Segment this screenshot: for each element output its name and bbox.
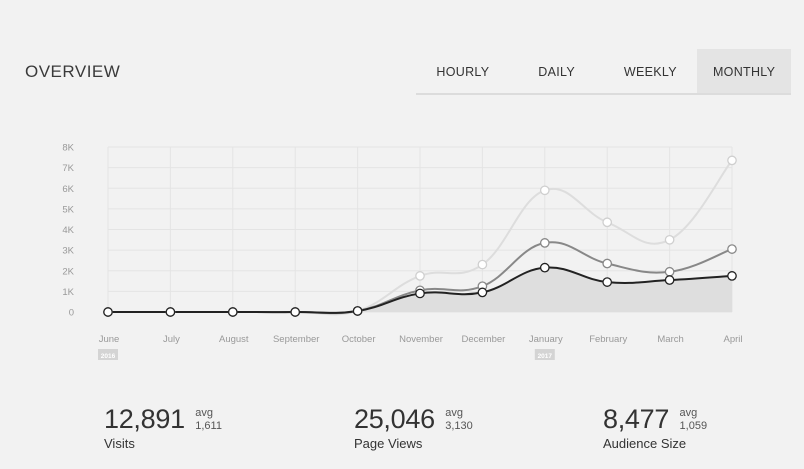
year-badge: [534, 349, 555, 360]
stat-avg-label: avg: [195, 407, 213, 419]
y-tick-label: 0: [69, 308, 74, 319]
stat-label: Page Views: [354, 436, 423, 451]
y-tick-label: 5K: [62, 204, 74, 215]
y-tick-label: 7K: [62, 163, 74, 174]
stat-avg: avg 1,611: [195, 407, 222, 433]
stat-avg-label: avg: [679, 407, 698, 419]
x-tick-label: December: [461, 334, 505, 345]
x-tick-label: September: [273, 334, 319, 345]
tab-weekly[interactable]: WEEKLY: [623, 65, 677, 79]
y-tick-label: 8K: [62, 143, 74, 154]
y-tick-label: 2K: [62, 266, 74, 277]
stat-avg: avg 3,130: [445, 407, 473, 433]
data-point: [415, 288, 425, 299]
year-badge: [98, 349, 118, 360]
tab-monthly[interactable]: MONTHLY: [697, 49, 791, 93]
data-point: [227, 307, 238, 317]
data-point: [539, 238, 550, 248]
data-point: [664, 234, 675, 245]
data-point: [415, 271, 425, 281]
data-point: [602, 217, 613, 228]
data-point: [727, 271, 737, 281]
page-title: OVERVIEW: [25, 62, 121, 81]
stat-page-views: 25,046 avg 3,130 Page Views: [354, 404, 473, 451]
y-tick-label: 1K: [62, 287, 74, 298]
year-badge-label: 2016: [101, 353, 116, 360]
series-area-2: [108, 267, 732, 313]
data-point: [727, 244, 737, 254]
x-tick-label: April: [723, 334, 742, 345]
stat-label: Audience Size: [603, 436, 687, 451]
data-point: [539, 185, 550, 196]
x-tick-label: June: [99, 334, 120, 345]
x-tick-label: January: [529, 334, 563, 345]
year-badge-label: 2017: [538, 353, 553, 360]
data-point: [602, 258, 613, 269]
stat-value: 12,891: [104, 404, 185, 434]
y-tick-label: 4K: [62, 225, 74, 236]
data-point: [103, 307, 113, 317]
data-point: [602, 277, 613, 287]
stat-audience-size: 8,477 avg 1,059 Audience Size: [603, 404, 707, 451]
stat-avg-value: 3,130: [445, 420, 473, 432]
x-tick-label: March: [657, 334, 683, 345]
data-point: [290, 307, 301, 317]
stat-value: 8,477: [603, 404, 670, 434]
data-point: [477, 287, 488, 298]
x-tick-label: October: [342, 334, 376, 345]
period-tabs: HOURLY DAILY WEEKLY MONTHLY: [416, 49, 791, 95]
data-point: [727, 155, 737, 166]
x-tick-label: November: [399, 334, 443, 345]
stat-label: Visits: [104, 436, 135, 451]
data-point: [539, 262, 550, 273]
stat-visits: 12,891 avg 1,611 Visits: [104, 404, 222, 451]
data-point: [477, 259, 488, 270]
stat-avg-value: 1,059: [679, 420, 708, 432]
stat-avg: avg 1,059: [680, 407, 708, 433]
x-tick-label: February: [589, 334, 627, 345]
stat-avg-value: 1,611: [195, 420, 222, 432]
data-point: [664, 275, 675, 285]
y-tick-label: 6K: [62, 184, 74, 195]
stat-value: 25,046: [354, 404, 435, 434]
data-point: [165, 307, 176, 317]
data-point: [664, 266, 675, 277]
y-tick-label: 3K: [62, 246, 74, 257]
tab-daily[interactable]: DAILY: [538, 65, 575, 79]
stat-avg-label: avg: [445, 407, 463, 419]
data-point: [352, 306, 363, 316]
overview-line-chart: 0 1K 2K 3K 4K 5K 6K 7K 8K June July August September…: [62, 143, 743, 360]
x-tick-label: July: [163, 334, 180, 345]
tab-hourly[interactable]: HOURLY: [436, 65, 490, 79]
x-tick-label: August: [219, 334, 249, 345]
